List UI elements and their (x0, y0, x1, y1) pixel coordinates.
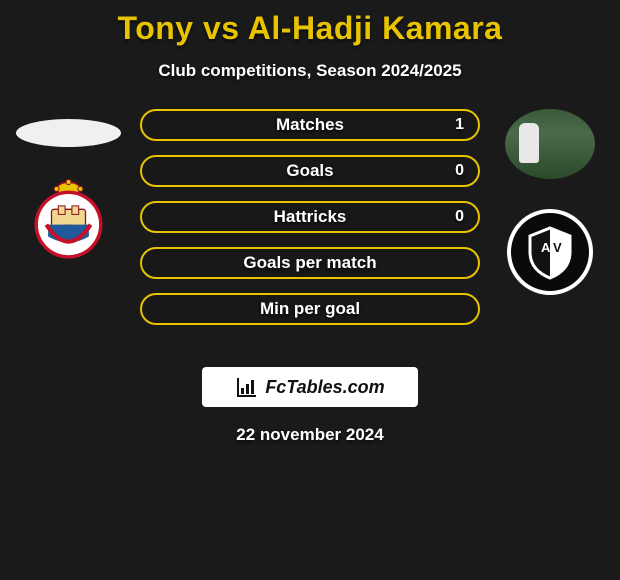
crest-icon (26, 177, 111, 262)
snapshot-date: 22 november 2024 (0, 425, 620, 445)
left-club-badge (26, 177, 111, 262)
left-player-avatar (16, 119, 121, 147)
comparison-body: Matches 1 Goals 0 Hattricks 0 Goals per … (0, 109, 620, 359)
shield-icon: A V (520, 222, 580, 282)
stat-bar-goals: Goals 0 (140, 155, 480, 187)
stat-value-right: 0 (455, 208, 464, 226)
right-club-badge: A V (507, 209, 593, 295)
stat-value-right: 1 (455, 116, 464, 134)
stat-bar-mpg: Min per goal (140, 293, 480, 325)
stat-value-right: 0 (455, 162, 464, 180)
right-player-column: A V (500, 109, 600, 295)
stat-label: Goals (286, 161, 333, 181)
left-player-column (8, 109, 128, 262)
stat-bar-gpm: Goals per match (140, 247, 480, 279)
comparison-subtitle: Club competitions, Season 2024/2025 (0, 61, 620, 81)
stat-bars: Matches 1 Goals 0 Hattricks 0 Goals per … (140, 109, 480, 339)
stat-label: Matches (276, 115, 344, 135)
svg-text:A: A (541, 240, 551, 255)
stat-label: Goals per match (243, 253, 376, 273)
svg-text:V: V (553, 240, 562, 255)
bar-chart-icon (235, 375, 259, 399)
attribution-badge[interactable]: FcTables.com (202, 367, 418, 407)
comparison-title: Tony vs Al-Hadji Kamara (0, 0, 620, 47)
stat-label: Min per goal (260, 299, 360, 319)
stat-bar-hattricks: Hattricks 0 (140, 201, 480, 233)
right-player-avatar (505, 109, 595, 179)
stat-label: Hattricks (274, 207, 347, 227)
stat-bar-matches: Matches 1 (140, 109, 480, 141)
attribution-text: FcTables.com (265, 377, 384, 398)
